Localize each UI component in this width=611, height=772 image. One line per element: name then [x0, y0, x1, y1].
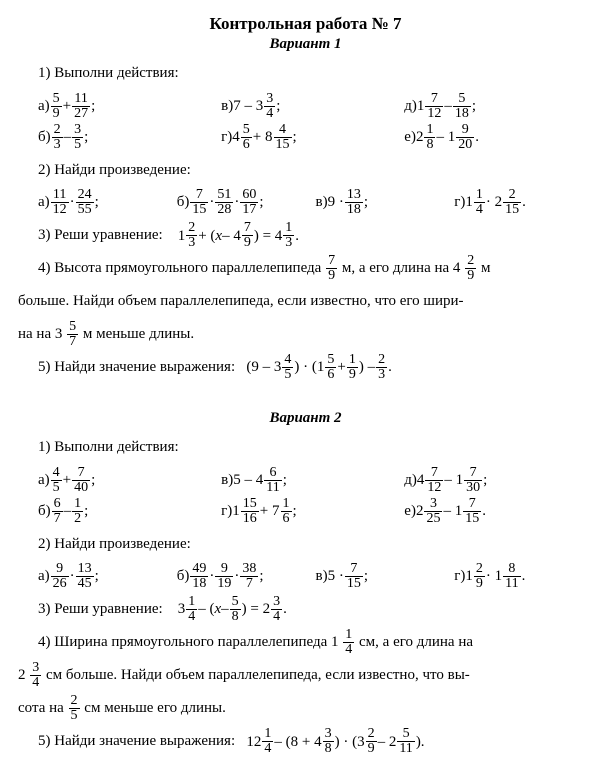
task-1-label: 1) Выполни действия:	[18, 433, 593, 462]
task-4-line-2: 2 34 см больше. Найди объем параллелепип…	[18, 661, 593, 690]
exercise-item: б) 67 – 12;	[38, 497, 221, 526]
task-2-row-1: а) 926 · 1345;б) 4918 · 919 · 387;в) 5 ·…	[18, 562, 593, 591]
exercise-item: г) 456 + 8415;	[221, 123, 404, 152]
task-4-line-3: на на 3 57 м меньше длины.	[18, 320, 593, 349]
exercise-item: г) 11516 + 716;	[221, 497, 404, 526]
task-1-row-1: а) 45 + 740;в) 5 – 4611;д) 4712 – 1730;	[18, 465, 593, 494]
exercise-item: а) 926 · 1345;	[38, 562, 177, 591]
page-title: Контрольная работа № 7	[18, 14, 593, 34]
task-3-expr: 123 + (x – 479) = 413.	[178, 227, 299, 243]
exercise-item: г) 114 · 2215.	[454, 188, 593, 217]
task-5-expr: 1214 – (8 + 438) · (329 – 2511).	[246, 733, 424, 749]
task-1-row-1: а) 59 + 1127;в) 7 – 334;д) 1712 – 518;	[18, 92, 593, 121]
variant-1: Вариант 1 1) Выполни действия: а) 59 + 1…	[18, 36, 593, 382]
task-5: 5) Найди значение выражения: (9 – 345) ·…	[18, 353, 593, 382]
task-2-row-1: а) 1112 · 2455;б) 715 · 5128 · 6017;в) 9…	[18, 188, 593, 217]
task-4-line-1: 4) Ширина прямоугольного параллелепипеда…	[18, 628, 593, 657]
task-3: 3) Реши уравнение: 123 + (x – 479) = 413…	[18, 221, 593, 250]
task-2-label: 2) Найди произведение:	[18, 156, 593, 185]
task-3-label: 3) Реши уравнение:	[38, 227, 163, 243]
exercise-item: в) 7 – 334;	[221, 92, 404, 121]
task-3: 3) Реши уравнение: 314 – (x – 58) = 234.	[18, 595, 593, 624]
exercise-item: в) 5 – 4611;	[221, 465, 404, 494]
exercise-item: д) 4712 – 1730;	[404, 465, 587, 494]
variant-2: Вариант 2 1) Выполни действия: а) 45 + 7…	[18, 410, 593, 757]
exercise-item: в) 9 · 1318;	[316, 188, 455, 217]
task-3-expr: 314 – (x – 58) = 234.	[178, 601, 287, 617]
exercise-item: б) 715 · 5128 · 6017;	[177, 188, 316, 217]
task-4-line-3: сота на 25 см меньше его длины.	[18, 694, 593, 723]
task-4-line-2: больше. Найди объем параллелепипеда, есл…	[18, 287, 593, 316]
exercise-item: е) 2325 – 1715.	[404, 497, 587, 526]
task-5-label: 5) Найди значение выражения:	[38, 733, 235, 749]
exercise-item: в) 5 · 715;	[316, 562, 455, 591]
variant-heading: Вариант 2	[18, 410, 593, 427]
task-5-expr: (9 – 345) · (156 + 19) – 23.	[246, 359, 391, 375]
task-5-label: 5) Найди значение выражения:	[38, 359, 235, 375]
task-5: 5) Найди значение выражения: 1214 – (8 +…	[18, 727, 593, 756]
exercise-item: а) 1112 · 2455;	[38, 188, 177, 217]
task-1-label: 1) Выполни действия:	[18, 59, 593, 88]
exercise-item: б) 23 – 35;	[38, 123, 221, 152]
task-1-row-2: б) 67 – 12;г) 11516 + 716;е) 2325 – 1715…	[18, 497, 593, 526]
task-1-row-2: б) 23 – 35;г) 456 + 8415;е) 218 – 1920.	[18, 123, 593, 152]
exercise-item: а) 59 + 1127;	[38, 92, 221, 121]
exercise-item: б) 4918 · 919 · 387;	[177, 562, 316, 591]
task-2-label: 2) Найди произведение:	[18, 530, 593, 559]
task-4-line-1: 4) Высота прямоугольного параллелепипеда…	[18, 254, 593, 283]
exercise-item: е) 218 – 1920.	[404, 123, 587, 152]
exercise-item: а) 45 + 740;	[38, 465, 221, 494]
exercise-item: д) 1712 – 518;	[404, 92, 587, 121]
task-3-label: 3) Реши уравнение:	[38, 601, 163, 617]
exercise-item: г) 129 · 1811.	[454, 562, 593, 591]
variant-heading: Вариант 1	[18, 36, 593, 53]
